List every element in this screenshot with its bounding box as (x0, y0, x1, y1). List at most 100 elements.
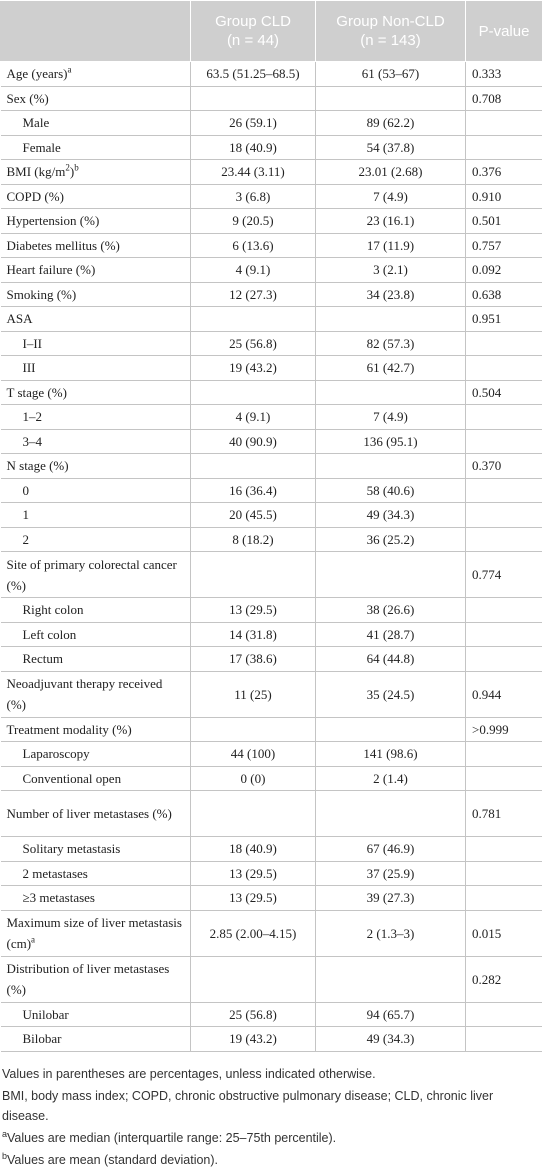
header-line: (n = 143) (360, 32, 421, 49)
row-label: Left colon (0, 621, 191, 647)
cell: 13 (29.5) (190, 885, 316, 911)
table-row: 2 8 (18.2) 36 (25.2) (0, 526, 542, 552)
cell: 9 (20.5) (190, 208, 316, 234)
cell: 13 (29.5) (190, 860, 316, 886)
text: Right colon (22, 602, 84, 618)
footnote: aValues are median (interquartile range:… (2, 1128, 540, 1148)
cell: 0.504 (465, 379, 542, 405)
table-row: Conventional open 0 (0) 2 (1.4) (0, 765, 542, 791)
cell: 14 (31.8) (190, 621, 316, 647)
row-label: I–II (0, 330, 191, 356)
cell: 40 (90.9) (190, 428, 316, 454)
row-label: 0 (0, 477, 191, 503)
text: Hypertension (%) (6, 213, 100, 229)
cell (465, 1026, 542, 1052)
data-table: Group CLD (n = 44) Group Non-CLD (n = 143) P… (0, 0, 542, 1052)
table-row: Laparoscopy 44 (100) 141 (98.6) (0, 741, 542, 767)
row-label: Age (years)a (0, 61, 191, 87)
cell: 23.01 (2.68) (315, 159, 466, 185)
cell: 0.781 (465, 790, 542, 837)
cell: 37 (25.9) (315, 860, 466, 886)
cell (465, 741, 542, 767)
table-row: Site of primary colorectal cancer (%) 0.7… (0, 551, 542, 598)
cell: 25 (56.8) (190, 1001, 316, 1027)
cell (315, 306, 466, 332)
row-label: Bilobar (0, 1026, 191, 1052)
cell (465, 428, 542, 454)
text: Values in parentheses are percentages, u… (2, 1066, 376, 1081)
text: Values are mean (standard deviation). (7, 1152, 219, 1167)
row-label: 2 metastases (0, 860, 191, 886)
row-label: III (0, 355, 191, 381)
table-row: N stage (%) 0.370 (0, 453, 542, 479)
cell: 18 (40.9) (190, 836, 316, 862)
text: Distribution of liver metastases (%) (6, 961, 170, 997)
text: Age (years) (6, 66, 68, 82)
row-label: Treatment modality (%) (0, 716, 191, 742)
cell: 41 (28.7) (315, 621, 466, 647)
table-row: 2 metastases 13 (29.5) 37 (25.9) (0, 860, 542, 886)
cell: 3 (2.1) (315, 257, 466, 283)
row-label: Neoadjuvant therapy received (%) (0, 670, 191, 718)
table-row: Male 26 (59.1) 89 (62.2) (0, 110, 542, 136)
text: T stage (%) (6, 384, 67, 400)
row-label: 1–2 (0, 404, 191, 430)
text: Unilobar (22, 1006, 69, 1022)
table-row: Unilobar 25 (56.8) 94 (65.7) (0, 1001, 542, 1027)
cell: 2 (1.4) (315, 765, 466, 791)
cell (465, 355, 542, 381)
row-label: Distribution of liver metastases (%) (0, 955, 191, 1003)
row-label: ASA (0, 306, 191, 332)
cell (465, 597, 542, 623)
text: Values are median (interquartile range: … (7, 1130, 337, 1145)
header-line: P-value (478, 22, 530, 40)
text: 0 (22, 482, 30, 498)
table-row: Female 18 (40.9) 54 (37.8) (0, 134, 542, 160)
cell (465, 404, 542, 430)
header-cell: Group CLD (n = 44) (190, 0, 316, 62)
cell: 49 (34.3) (315, 1026, 466, 1052)
cell: 0.370 (465, 453, 542, 479)
table-row: T stage (%) 0.504 (0, 379, 542, 405)
row-label: Diabetes mellitus (%) (0, 232, 191, 258)
table-row: 1–2 4 (9.1) 7 (4.9) (0, 404, 542, 430)
table-row: 3–4 40 (90.9) 136 (95.1) (0, 428, 542, 454)
text: III (22, 360, 36, 376)
text: Sex (%) (6, 90, 49, 106)
text: Female (22, 139, 61, 155)
header-line: Group CLD (215, 13, 291, 30)
cell: 19 (43.2) (190, 1026, 316, 1052)
cell: 0.944 (465, 670, 542, 718)
cell: 0.333 (465, 61, 542, 87)
table-row: Treatment modality (%) >0.999 (0, 716, 542, 742)
table-row: Hypertension (%) 9 (20.5) 23 (16.1) 0.501 (0, 208, 542, 234)
table-row: Diabetes mellitus (%) 6 (13.6) 17 (11.9) 0.… (0, 232, 542, 258)
text: ) (69, 164, 75, 180)
cell (465, 621, 542, 647)
text: Site of primary colorectal cancer (%) (6, 556, 177, 593)
cell: 0.015 (465, 909, 542, 957)
table-row: ASA 0.951 (0, 306, 542, 332)
text: N stage (%) (6, 458, 69, 474)
cell: 35 (24.5) (315, 670, 466, 718)
cell: 7 (4.9) (315, 404, 466, 430)
cell (315, 551, 466, 598)
row-label: Conventional open (0, 765, 191, 791)
cell: 26 (59.1) (190, 110, 316, 136)
cell: 0 (0) (190, 765, 316, 791)
row-label: Solitary metastasis (0, 836, 191, 862)
table-row: ≥3 metastases 13 (29.5) 39 (27.3) (0, 885, 542, 911)
text: Conventional open (22, 770, 122, 786)
row-label: Female (0, 134, 191, 160)
text: Solitary metastasis (22, 841, 121, 857)
text: Neoadjuvant therapy received (%) (6, 676, 163, 712)
footnote: BMI, body mass index; COPD, chronic obst… (2, 1086, 540, 1126)
footnote: Values in parentheses are percentages, u… (2, 1064, 540, 1084)
cell: 0.376 (465, 159, 542, 185)
text: Male (22, 115, 50, 131)
header-row: Group CLD (n = 44) Group Non-CLD (n = 143) P… (0, 0, 542, 62)
cell: 0.501 (465, 208, 542, 234)
cell: 0.910 (465, 183, 542, 209)
text: Smoking (%) (6, 286, 77, 302)
